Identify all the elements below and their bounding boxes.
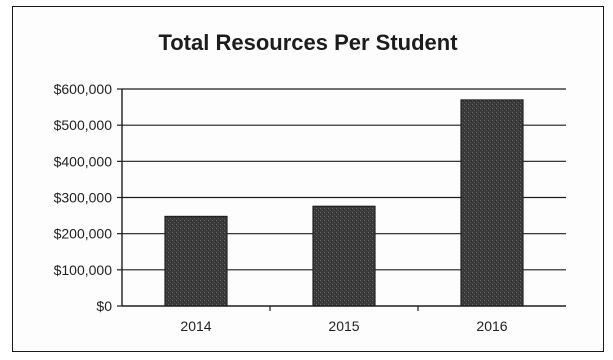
x-tick-label: 2015: [328, 318, 359, 334]
bar-2014: [165, 216, 227, 306]
x-tick-label: 2014: [180, 318, 211, 334]
bar-2016: [461, 100, 523, 306]
x-tick-label: 2016: [476, 318, 507, 334]
y-tick-label: $600,000: [54, 81, 113, 97]
x-tick-labels: 2014 2015 2016: [180, 318, 507, 334]
bar-2015: [313, 206, 375, 306]
y-tick-labels: $0 $100,000 $200,000 $300,000 $400,000 $500,0…: [54, 81, 113, 314]
y-tick-label: $0: [96, 298, 112, 314]
y-tick-label: $400,000: [54, 153, 113, 169]
bars: [165, 100, 523, 306]
y-tick-label: $500,000: [54, 117, 113, 133]
y-tick-label: $300,000: [54, 190, 113, 206]
y-tick-label: $100,000: [54, 262, 113, 278]
y-tick-label: $200,000: [54, 226, 113, 242]
